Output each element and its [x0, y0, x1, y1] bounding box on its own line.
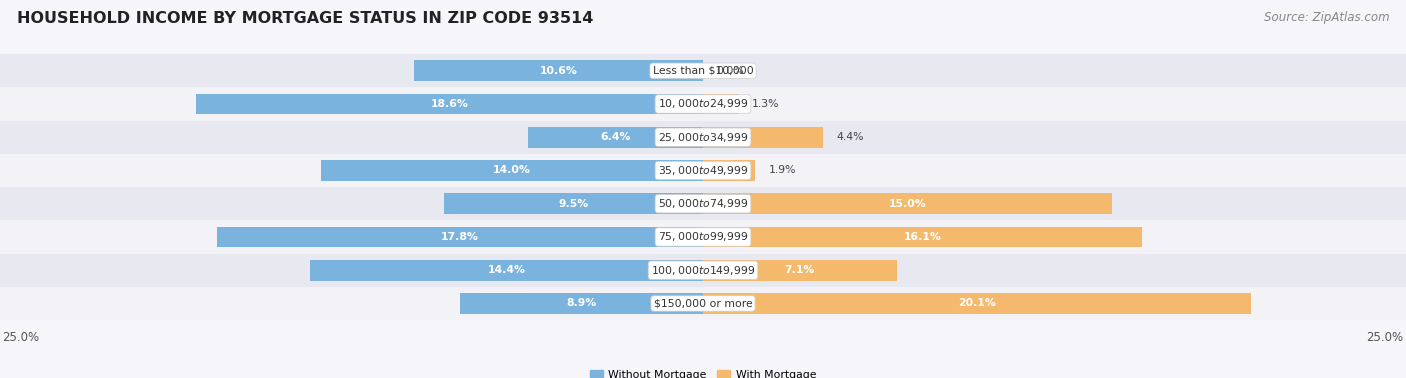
- Bar: [703, 94, 738, 114]
- Bar: [218, 227, 703, 247]
- Text: 14.4%: 14.4%: [488, 265, 526, 275]
- Bar: [703, 194, 1112, 214]
- Bar: [0, 187, 1406, 220]
- Text: 18.6%: 18.6%: [430, 99, 468, 109]
- Text: 14.0%: 14.0%: [494, 166, 531, 175]
- Bar: [703, 127, 823, 147]
- Bar: [703, 260, 897, 280]
- Text: $100,000 to $149,999: $100,000 to $149,999: [651, 264, 755, 277]
- Text: 1.9%: 1.9%: [769, 166, 796, 175]
- Text: 20.1%: 20.1%: [959, 299, 995, 308]
- Text: 7.1%: 7.1%: [785, 265, 815, 275]
- Bar: [703, 160, 755, 181]
- Bar: [195, 94, 703, 114]
- Text: $50,000 to $74,999: $50,000 to $74,999: [658, 197, 748, 210]
- Text: $75,000 to $99,999: $75,000 to $99,999: [658, 231, 748, 243]
- Bar: [413, 60, 703, 81]
- Text: 1.3%: 1.3%: [752, 99, 779, 109]
- Bar: [703, 293, 1251, 314]
- Bar: [703, 227, 1142, 247]
- Bar: [311, 260, 703, 280]
- Text: 9.5%: 9.5%: [558, 199, 589, 209]
- Bar: [321, 160, 703, 181]
- Text: 4.4%: 4.4%: [837, 132, 865, 142]
- Bar: [0, 87, 1406, 121]
- Text: $10,000 to $24,999: $10,000 to $24,999: [658, 98, 748, 110]
- Bar: [0, 54, 1406, 87]
- Text: Less than $10,000: Less than $10,000: [652, 66, 754, 76]
- Bar: [460, 293, 703, 314]
- Text: 6.4%: 6.4%: [600, 132, 631, 142]
- Bar: [0, 287, 1406, 320]
- Text: 16.1%: 16.1%: [904, 232, 942, 242]
- Text: 17.8%: 17.8%: [441, 232, 479, 242]
- Text: Source: ZipAtlas.com: Source: ZipAtlas.com: [1264, 11, 1389, 24]
- Bar: [0, 220, 1406, 254]
- Text: 15.0%: 15.0%: [889, 199, 927, 209]
- Text: 8.9%: 8.9%: [567, 299, 596, 308]
- Bar: [0, 154, 1406, 187]
- Text: HOUSEHOLD INCOME BY MORTGAGE STATUS IN ZIP CODE 93514: HOUSEHOLD INCOME BY MORTGAGE STATUS IN Z…: [17, 11, 593, 26]
- Text: 0.0%: 0.0%: [717, 66, 744, 76]
- Legend: Without Mortgage, With Mortgage: Without Mortgage, With Mortgage: [589, 370, 817, 378]
- Text: $35,000 to $49,999: $35,000 to $49,999: [658, 164, 748, 177]
- Text: $25,000 to $34,999: $25,000 to $34,999: [658, 131, 748, 144]
- Bar: [0, 254, 1406, 287]
- Text: $150,000 or more: $150,000 or more: [654, 299, 752, 308]
- Text: 10.6%: 10.6%: [540, 66, 578, 76]
- Bar: [0, 121, 1406, 154]
- Bar: [529, 127, 703, 147]
- Bar: [444, 194, 703, 214]
